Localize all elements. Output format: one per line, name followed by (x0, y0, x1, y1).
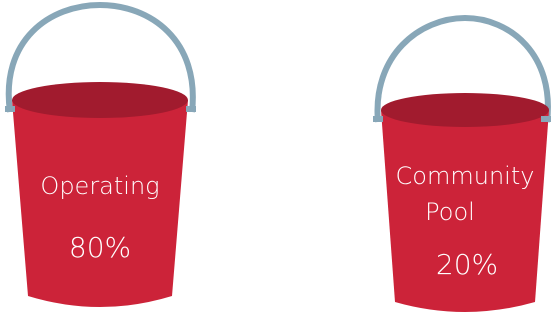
bucket-share: 20% (436, 248, 498, 281)
diagram: Operating 80% Community Pool 20% (0, 0, 553, 313)
bucket-label: Community (396, 162, 535, 190)
handle-hook (5, 106, 15, 112)
bucket-rim (381, 93, 549, 127)
bucket-share: 80% (69, 231, 131, 264)
handle-hook (541, 116, 551, 122)
handle-hook (373, 116, 383, 122)
bucket: Operating 80% (5, 5, 196, 307)
bucket-label: Pool (425, 198, 475, 226)
page: Operating 80% Community Pool 20% (() => … (0, 0, 553, 313)
bucket-body (12, 100, 188, 307)
bucket-rim (12, 82, 188, 118)
bucket: Community Pool 20% (373, 18, 551, 312)
bucket-label: Operating (40, 172, 159, 200)
handle-hook (186, 106, 196, 112)
